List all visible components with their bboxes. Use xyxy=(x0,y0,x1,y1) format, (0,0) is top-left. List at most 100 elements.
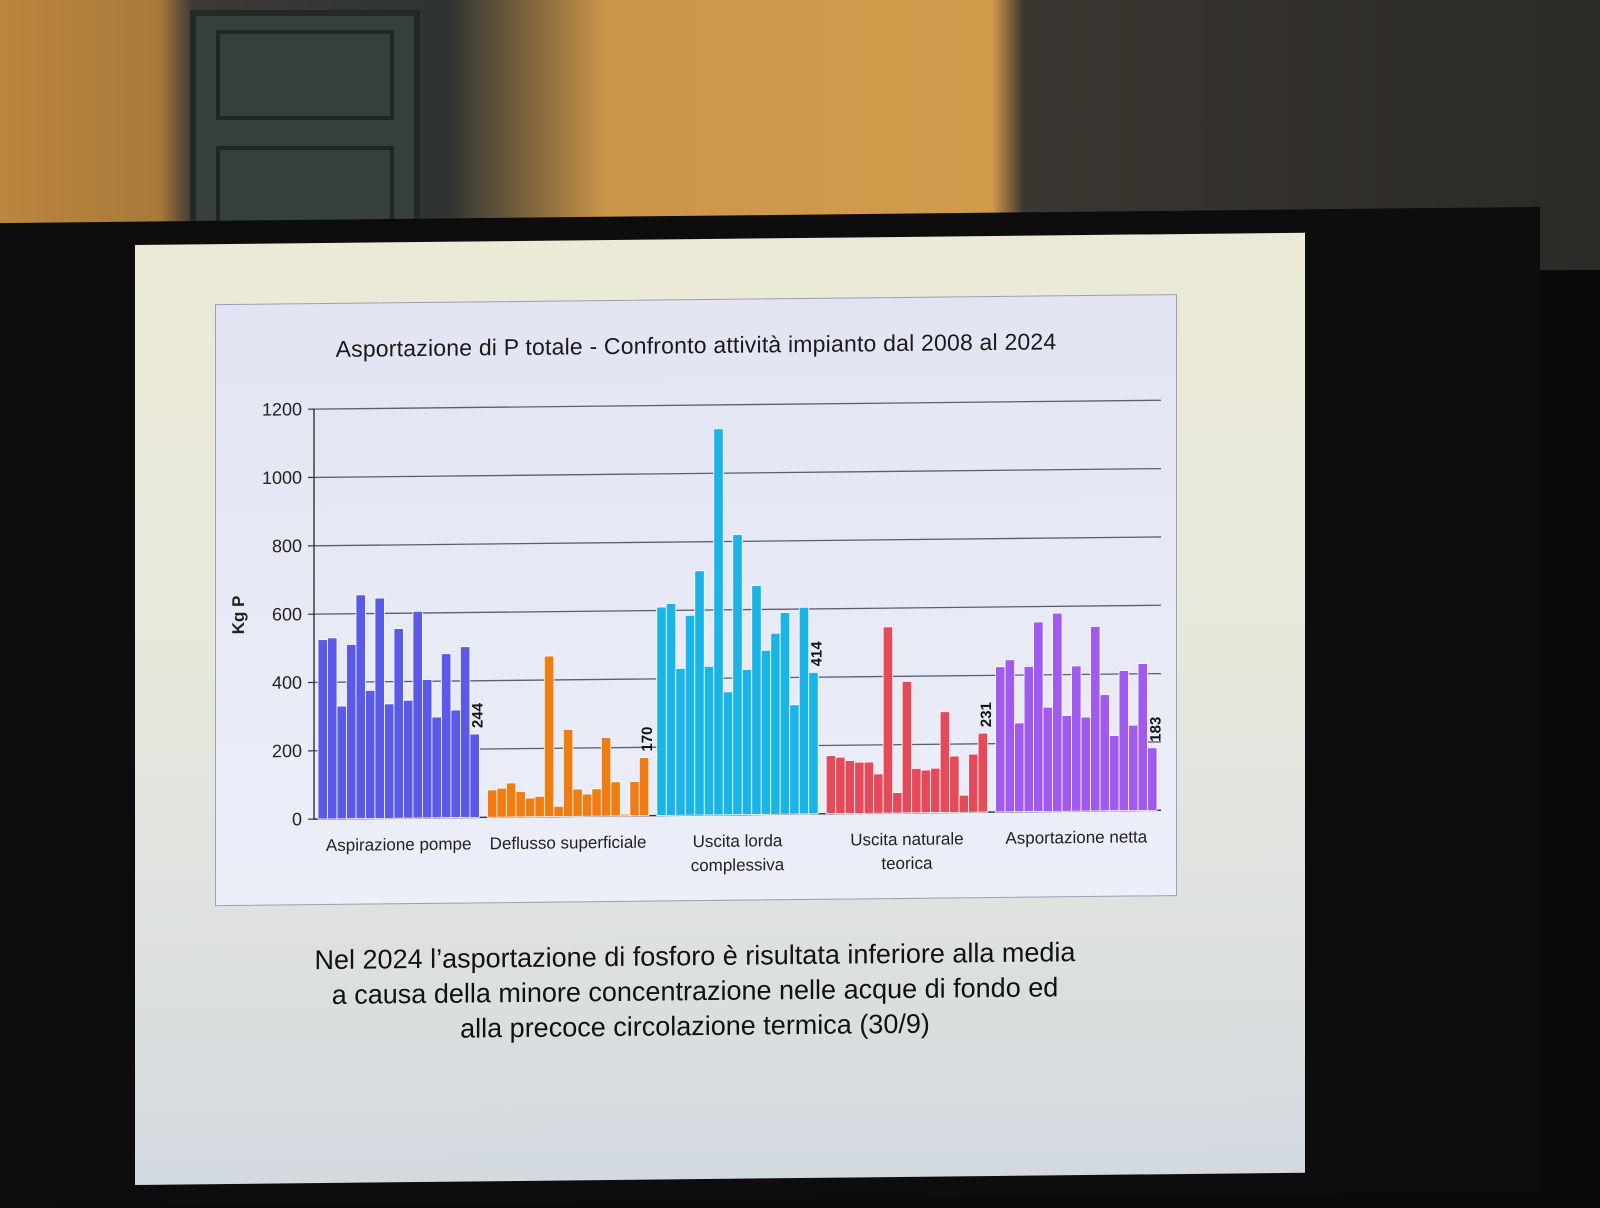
bar xyxy=(874,774,883,813)
bar xyxy=(487,790,496,817)
bar xyxy=(535,796,544,817)
bar xyxy=(1119,671,1128,811)
bar xyxy=(639,758,648,816)
bar xyxy=(752,586,761,815)
bar xyxy=(432,717,441,818)
bar xyxy=(883,627,892,813)
data-label: 231 xyxy=(978,702,995,727)
bar xyxy=(978,733,987,812)
bar xyxy=(1005,660,1014,812)
bar xyxy=(611,782,620,816)
bar xyxy=(554,806,563,816)
bar xyxy=(1053,613,1062,811)
bar xyxy=(356,595,365,819)
bar xyxy=(1100,695,1109,811)
bar xyxy=(1091,626,1100,811)
bar xyxy=(921,770,930,813)
y-tick-label: 1000 xyxy=(262,468,302,488)
bar xyxy=(1043,707,1052,811)
slide-caption: Nel 2024 l’asportazione di fosforo è ris… xyxy=(245,934,1145,1048)
bar xyxy=(799,607,808,814)
bar xyxy=(506,783,515,817)
category-label: Asportazione netta xyxy=(1005,827,1147,847)
gridline xyxy=(314,469,1161,478)
bar xyxy=(950,756,959,812)
gridline xyxy=(314,400,1161,409)
bar xyxy=(959,795,968,812)
bar xyxy=(525,798,534,817)
bar xyxy=(384,704,393,819)
y-tick-label: 600 xyxy=(272,604,302,624)
bar xyxy=(695,571,704,815)
bar xyxy=(601,737,610,816)
bar xyxy=(460,647,469,818)
y-axis-label: Kg P xyxy=(229,595,248,634)
bar xyxy=(1148,748,1157,811)
bar xyxy=(1034,622,1043,812)
bar xyxy=(893,792,902,813)
bar xyxy=(563,729,572,816)
bar xyxy=(733,534,742,814)
bar xyxy=(573,789,582,816)
bar xyxy=(836,757,845,813)
presentation-slide: Asportazione di P totale - Confronto att… xyxy=(135,233,1305,1185)
data-label: 170 xyxy=(639,726,656,751)
bar xyxy=(1024,666,1033,811)
bar xyxy=(346,644,355,818)
bar xyxy=(516,791,525,817)
bar xyxy=(666,604,675,816)
bar xyxy=(657,607,666,816)
bar xyxy=(771,633,780,814)
category-label: complessiva xyxy=(691,855,785,875)
bar xyxy=(1015,723,1024,812)
y-tick-label: 800 xyxy=(272,536,302,556)
y-tick-label: 1200 xyxy=(262,399,302,419)
bar xyxy=(630,782,639,816)
bar xyxy=(704,666,713,815)
bar xyxy=(544,656,553,817)
bar xyxy=(375,598,384,818)
bar xyxy=(1072,666,1081,811)
bar xyxy=(413,611,422,818)
bar xyxy=(809,672,818,814)
bar xyxy=(394,629,403,819)
category-label: Uscita lorda xyxy=(693,831,783,851)
bar xyxy=(940,712,949,813)
bar xyxy=(780,613,789,815)
y-tick-label: 400 xyxy=(272,673,302,693)
bar xyxy=(451,710,460,818)
bar xyxy=(1110,736,1119,811)
bar xyxy=(902,681,911,813)
category-label: Aspirazione pompe xyxy=(326,834,472,855)
bar xyxy=(318,640,327,819)
bar xyxy=(422,680,431,818)
bar xyxy=(1138,663,1147,810)
bar xyxy=(327,638,336,819)
bar xyxy=(365,690,374,818)
bar xyxy=(969,754,978,812)
bar xyxy=(912,768,921,813)
bar xyxy=(1081,717,1090,811)
chart-frame: Asportazione di P totale - Confronto att… xyxy=(215,294,1177,906)
bar xyxy=(845,761,854,814)
bar xyxy=(620,814,629,816)
bar xyxy=(441,654,450,818)
category-label: teorica xyxy=(881,854,933,874)
y-tick-label: 200 xyxy=(272,741,302,761)
bar xyxy=(723,692,732,815)
door-panel xyxy=(190,10,420,250)
bar xyxy=(714,429,723,815)
bar xyxy=(1062,716,1071,812)
bar xyxy=(403,700,412,818)
bar xyxy=(337,706,346,819)
bar xyxy=(1129,725,1138,811)
bar xyxy=(855,762,864,813)
bar xyxy=(996,667,1005,812)
category-label: Uscita naturale xyxy=(850,829,963,849)
door-inset-upper xyxy=(216,30,394,120)
bar xyxy=(676,668,685,815)
data-label: 414 xyxy=(808,641,825,667)
category-label: Deflusso superficiale xyxy=(490,833,647,854)
bar xyxy=(931,768,940,813)
